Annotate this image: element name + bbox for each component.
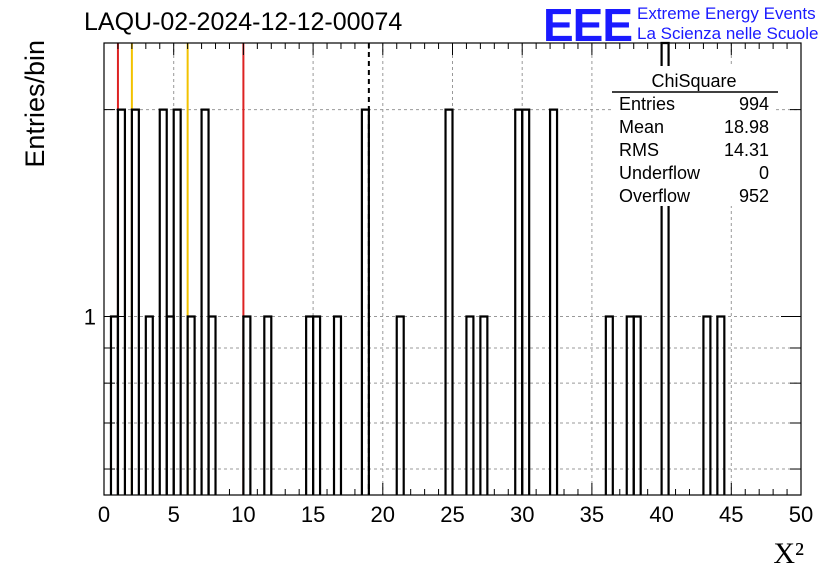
histogram-bin — [207, 315, 217, 495]
histogram-bin — [116, 108, 127, 495]
histogram-bin — [360, 108, 370, 495]
stats-name: ChiSquare — [651, 71, 736, 91]
stats-label-overflow: Overflow — [619, 186, 691, 206]
x-tick-labels: 0 5 10 15 20 25 30 35 40 45 50 — [98, 502, 813, 527]
logo-subtitle-line1: Extreme Energy Events — [637, 4, 816, 23]
stats-value-overflow: 952 — [739, 186, 769, 206]
histogram-bin — [716, 315, 726, 495]
histogram-bin — [521, 108, 531, 495]
x-tick-label: 5 — [168, 502, 180, 527]
x-tick-label: 15 — [301, 502, 325, 527]
x-tick-label: 10 — [231, 502, 255, 527]
stats-label-entries: Entries — [619, 94, 675, 114]
stats-label-rms: RMS — [619, 140, 659, 160]
stats-value-entries: 994 — [739, 94, 769, 114]
x-tick-label: 25 — [440, 502, 464, 527]
stats-value-underflow: 0 — [759, 163, 769, 183]
histogram-bin — [144, 315, 154, 495]
histogram-bin — [632, 315, 642, 495]
x-tick-label: 0 — [98, 502, 110, 527]
x-tick-label: 40 — [649, 502, 673, 527]
histogram-bin — [130, 108, 140, 495]
histogram-bin — [158, 108, 168, 495]
histogram-bin — [702, 315, 712, 495]
x-axis-ticks — [103, 43, 802, 495]
histogram-bin — [604, 315, 614, 495]
stats-box: ChiSquare Entries 994 Mean 18.98 RMS 14.31 Unde… — [612, 66, 778, 206]
stats-label-mean: Mean — [619, 117, 664, 137]
histogram-bin — [395, 315, 405, 495]
histogram-bin — [548, 108, 559, 495]
stats-box-bg — [612, 66, 776, 206]
histogram-bin — [242, 315, 252, 495]
x-tick-label: 45 — [719, 502, 743, 527]
x-tick-label: 35 — [580, 502, 604, 527]
stats-value-rms: 14.31 — [724, 140, 769, 160]
stats-label-underflow: Underflow — [619, 163, 701, 183]
histogram-bin — [263, 315, 273, 495]
histogram-bin — [172, 108, 182, 495]
y-tick-label: 1 — [84, 305, 96, 330]
x-tick-label: 20 — [371, 502, 395, 527]
stats-value-mean: 18.98 — [724, 117, 769, 137]
histogram-bin — [332, 315, 343, 495]
histogram-bin — [200, 108, 210, 495]
eee-logo: EEE — [543, 0, 633, 51]
histogram-bin — [312, 315, 322, 495]
logo-subtitle-line2: La Scienza nelle Scuole — [637, 24, 819, 43]
y-axis-label: Entries/bin — [20, 40, 50, 168]
histogram-bins — [109, 41, 726, 495]
histogram-bin — [444, 108, 454, 495]
y-axis-ticks — [104, 109, 801, 470]
x-tick-label: 30 — [510, 502, 534, 527]
histogram-bin — [479, 315, 489, 495]
run-title: LAQU-02-2024-12-12-00074 — [84, 8, 403, 36]
x-axis-label: X² — [773, 537, 804, 570]
x-tick-label: 50 — [789, 502, 813, 527]
histogram-bin — [186, 315, 196, 495]
histogram-bin — [465, 315, 475, 495]
